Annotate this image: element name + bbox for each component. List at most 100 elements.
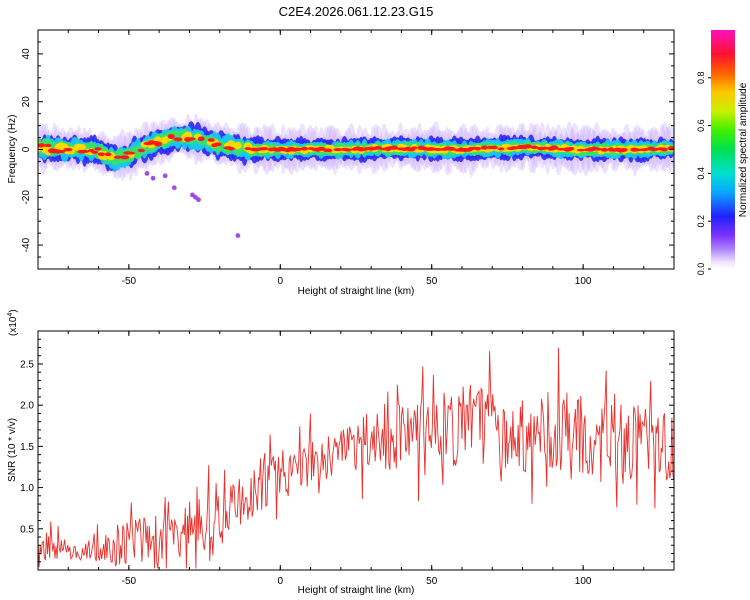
- ridge-cell: [76, 143, 86, 151]
- colorbar-tick-label: 0.2: [696, 215, 706, 228]
- ridge-cell: [104, 152, 112, 157]
- ridge-cell: [260, 146, 269, 151]
- y-tick-label: 0.5: [20, 524, 34, 535]
- ridge-cell: [497, 147, 505, 151]
- ridge-cell: [530, 145, 538, 150]
- colorbar-label: Normalized spectral amplitude: [738, 82, 749, 217]
- ridge-cell: [153, 141, 162, 147]
- ridge-cell: [80, 149, 90, 153]
- y-tick-label: -20: [21, 190, 32, 205]
- scatter-point: [235, 233, 241, 238]
- scatter-point: [171, 185, 177, 191]
- x-tick-label: 50: [426, 576, 438, 587]
- ridge-cell: [167, 133, 175, 139]
- x-tick-label: -50: [122, 276, 137, 287]
- snr-panel: (x104) -50 0 50 100 0.5 1.0 1.5 2.0 2.5 Height …: [7, 309, 675, 596]
- spectrogram-y-axis-label: Frequency (Hz): [7, 115, 18, 184]
- colorbar-tick-label: 0.0: [696, 263, 706, 276]
- ridge-cell: [567, 146, 575, 151]
- colorbar-ticks: 0.0 0.2 0.4 0.6 0.8: [696, 72, 711, 276]
- snr-frame: [37, 330, 675, 571]
- y-tick-label: 1.0: [20, 483, 34, 494]
- ridge-cell: [594, 147, 602, 151]
- snr-y-ticks: 0.5 1.0 1.5 2.0 2.5: [20, 338, 674, 563]
- x-tick-label: 100: [575, 576, 592, 587]
- ridge-cell: [137, 148, 145, 153]
- x-tick-label: 50: [426, 276, 438, 287]
- ridge-cell: [426, 147, 436, 151]
- ridge-cell: [600, 147, 609, 152]
- ridge-cell: [323, 148, 333, 153]
- ridge-cell: [38, 143, 46, 148]
- y-tick-label: 2.0: [20, 401, 34, 412]
- ridge-cell: [556, 147, 566, 151]
- ridge-cell: [57, 149, 66, 154]
- x-tick-label: -50: [122, 576, 137, 587]
- ridge-cell: [344, 148, 352, 152]
- ridge-cell: [539, 146, 549, 150]
- figure-title: C2E4.2026.061.12.23.G15: [279, 4, 434, 19]
- snr-multiplier-exponent: 4: [7, 313, 14, 317]
- ridge-cell: [234, 142, 242, 150]
- scatter-point: [162, 173, 168, 179]
- ridge-cell: [373, 146, 383, 150]
- ridge-cell: [173, 137, 183, 142]
- ridge-cell: [491, 145, 498, 150]
- ridge-cell: [550, 145, 559, 150]
- y-tick-label: 0: [21, 146, 32, 152]
- snr-marks: [38, 347, 674, 569]
- ridge-cell: [433, 148, 443, 151]
- y-tick-label: 1.5: [20, 442, 34, 453]
- snr-multiplier-base: (x10: [8, 316, 19, 336]
- ridge-cell: [207, 138, 215, 142]
- ridge-cell: [113, 155, 123, 159]
- y-tick-label: 40: [21, 48, 32, 60]
- ridge-cell: [186, 137, 196, 141]
- snr-series-line: [38, 347, 674, 569]
- ridge-core: [38, 133, 674, 160]
- ridge-cell: [333, 148, 343, 152]
- snr-x-ticks: -50 0 50 100: [67, 331, 675, 587]
- scatter-point: [144, 171, 150, 176]
- ridge-cell: [213, 142, 222, 147]
- spectrogram-panel: -50 0 50 100 -40 -20 0 20 40 Height of straight…: [7, 29, 675, 297]
- y-tick-label: -40: [21, 237, 32, 252]
- ridge-cell: [660, 147, 668, 152]
- colorbar-tick-label: 0.8: [696, 72, 706, 85]
- ridge-cell: [316, 146, 326, 151]
- ridge-cell: [227, 147, 235, 151]
- snr-multiplier-label: (x104): [7, 309, 19, 336]
- ridge-cell: [94, 147, 102, 151]
- ridge-cell: [44, 143, 52, 148]
- scatter-point: [196, 197, 201, 203]
- ridge-cell: [244, 147, 252, 151]
- x-tick-label: 0: [278, 276, 284, 287]
- y-tick-label: 2.5: [20, 359, 34, 370]
- ridge-cell: [480, 145, 489, 150]
- spectrogram-x-ticks: -50 0 50 100: [67, 30, 675, 287]
- colorbar-tick-label: 0.6: [696, 119, 706, 132]
- ridge-cell: [523, 144, 533, 149]
- ridge-cell: [446, 146, 456, 151]
- spectrogram-x-axis-label: Height of straight line (km): [298, 286, 415, 297]
- colorbar-tick-label: 0.4: [696, 167, 706, 180]
- snr-x-axis-label: Height of straight line (km): [298, 585, 415, 596]
- ridge-cell: [120, 155, 130, 160]
- ridge-cell: [301, 146, 309, 151]
- ridge-cell: [390, 145, 399, 150]
- spectrogram-marks: [38, 113, 674, 238]
- spectrogram-scatter: [144, 171, 241, 238]
- colorbar: 0.0 0.2 0.4 0.6 0.8 Normalized spectral ampl…: [696, 30, 749, 275]
- ridge-cell: [63, 147, 73, 152]
- ridge-cell: [411, 146, 418, 150]
- x-tick-label: 100: [575, 276, 592, 287]
- x-tick-label: 0: [278, 576, 284, 587]
- ridge-cell: [576, 148, 586, 152]
- ridge-cell: [621, 147, 628, 152]
- ridge-cell: [474, 146, 482, 151]
- ridge-cell: [127, 151, 135, 155]
- ridge-cell: [97, 152, 105, 157]
- ridge-cell: [91, 150, 99, 154]
- snr-y-axis-label: SNR (10 * v/v): [7, 418, 18, 482]
